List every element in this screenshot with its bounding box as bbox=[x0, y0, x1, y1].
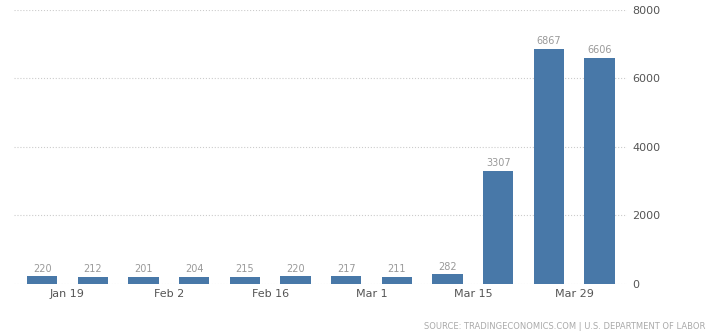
Text: 220: 220 bbox=[33, 264, 51, 274]
Bar bbox=[230, 277, 260, 284]
Text: 6606: 6606 bbox=[588, 45, 612, 55]
Text: 215: 215 bbox=[235, 264, 254, 274]
Text: 282: 282 bbox=[438, 262, 457, 272]
Bar bbox=[585, 58, 615, 284]
Bar bbox=[331, 277, 361, 284]
Text: SOURCE: TRADINGECONOMICS.COM | U.S. DEPARTMENT OF LABOR: SOURCE: TRADINGECONOMICS.COM | U.S. DEPA… bbox=[424, 322, 706, 331]
Bar bbox=[280, 276, 311, 284]
Text: 201: 201 bbox=[134, 264, 153, 274]
Text: 3307: 3307 bbox=[486, 158, 511, 168]
Text: 217: 217 bbox=[337, 264, 356, 274]
Text: 220: 220 bbox=[286, 264, 305, 274]
Text: 6867: 6867 bbox=[537, 36, 561, 46]
Bar bbox=[381, 277, 412, 284]
Bar bbox=[432, 274, 463, 284]
Text: 212: 212 bbox=[83, 264, 102, 274]
Bar bbox=[128, 277, 159, 284]
Bar bbox=[27, 276, 57, 284]
Bar bbox=[78, 277, 108, 284]
Bar bbox=[483, 171, 513, 284]
Bar bbox=[179, 277, 210, 284]
Bar bbox=[534, 49, 564, 284]
Text: 211: 211 bbox=[388, 264, 406, 274]
Text: 204: 204 bbox=[185, 264, 203, 274]
